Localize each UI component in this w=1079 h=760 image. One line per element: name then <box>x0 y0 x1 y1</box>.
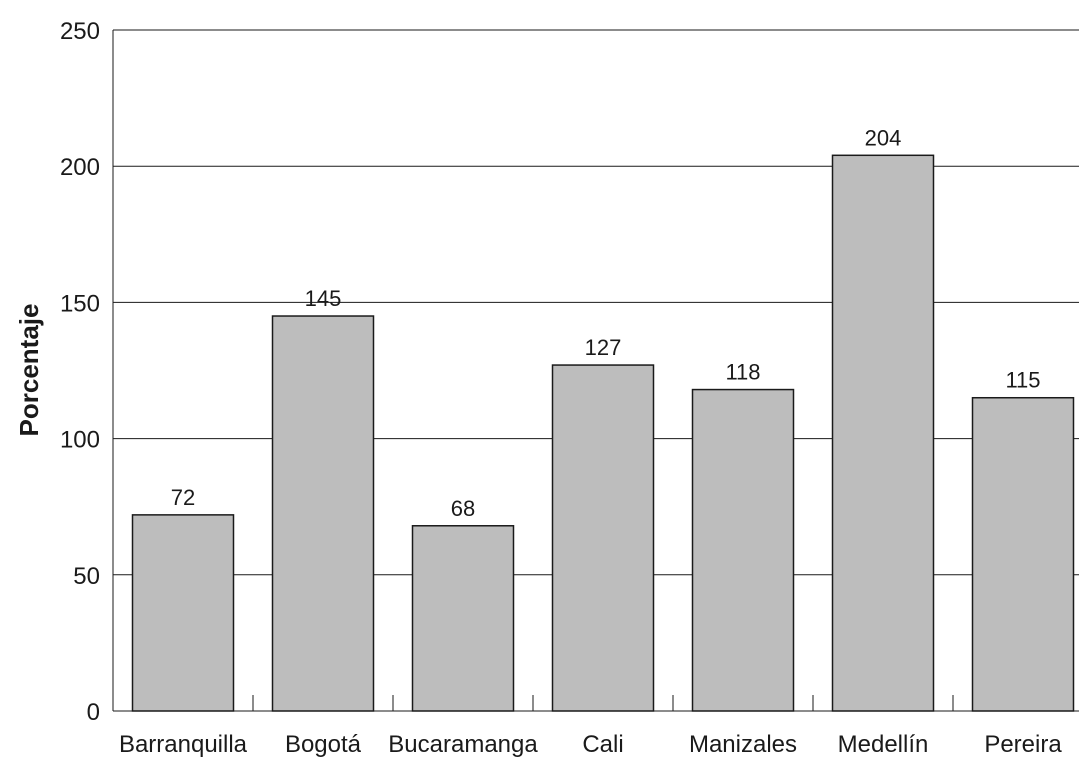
y-axis-label: Porcentaje <box>14 304 44 437</box>
y-tick-label: 100 <box>60 427 100 454</box>
y-tick-label: 250 <box>60 18 100 45</box>
y-tick-label: 50 <box>73 563 100 590</box>
y-tick-labels: 0 50 100 150 200 250 <box>60 18 100 726</box>
x-tick-label: Barranquilla <box>119 731 248 758</box>
x-tick-label: Bucaramanga <box>388 731 538 758</box>
x-tick-label: Bogotá <box>285 731 362 758</box>
bar-4 <box>691 388 795 712</box>
x-tick-label: Medellín <box>838 731 929 758</box>
bars <box>131 154 1075 712</box>
bar-5 <box>831 154 935 712</box>
data-label: 115 <box>1005 368 1040 393</box>
data-labels: 72 145 68 127 118 204 115 <box>171 125 1041 520</box>
bar-2 <box>411 525 515 712</box>
y-tick-label: 200 <box>60 154 100 181</box>
x-tick-labels: Barranquilla Bogotá Bucaramanga Cali Manizal… <box>119 731 1062 758</box>
x-tick-label: Manizales <box>689 731 797 758</box>
bar-3 <box>551 364 655 712</box>
axes <box>112 30 1079 712</box>
data-label: 118 <box>725 360 760 385</box>
x-tick-label: Pereira <box>984 731 1062 758</box>
data-label: 204 <box>865 125 902 150</box>
data-label: 145 <box>305 286 342 311</box>
bar-1 <box>271 315 375 712</box>
y-tick-label: 0 <box>87 699 100 726</box>
data-label: 68 <box>451 496 475 521</box>
x-tick-label: Cali <box>582 731 623 758</box>
bar-0 <box>131 514 235 712</box>
y-tick-label: 150 <box>60 290 100 317</box>
data-label: 72 <box>171 485 195 510</box>
bar-6 <box>971 396 1075 712</box>
data-label: 127 <box>585 335 622 360</box>
